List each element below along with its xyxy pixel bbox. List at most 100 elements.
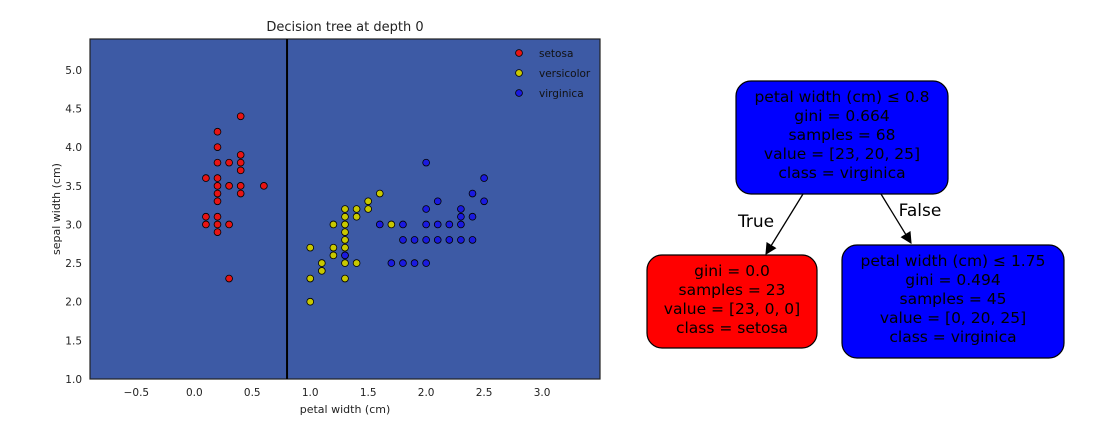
data-point-versicolor	[341, 220, 349, 229]
legend-marker-virginica	[515, 89, 523, 97]
data-point-virginica	[399, 220, 407, 229]
data-point-setosa	[213, 212, 222, 221]
data-point-setosa	[236, 182, 245, 190]
y-tick-label: 3.0	[65, 219, 82, 231]
data-point-setosa	[213, 197, 222, 206]
decision-tree-diagram: True False petal width (cm) ≤ 0.8 gini =…	[646, 80, 1065, 359]
data-point-setosa	[213, 127, 222, 136]
data-point-setosa	[236, 158, 245, 167]
node-right-line-4: value = [0, 20, 25]	[880, 309, 1026, 327]
legend-marker-versicolor	[515, 69, 523, 77]
node-left-box	[646, 254, 818, 349]
data-point-virginica	[433, 197, 442, 206]
data-point-virginica	[445, 236, 454, 244]
data-point-setosa	[213, 228, 222, 236]
data-point-virginica	[399, 236, 407, 244]
data-point-versicolor	[387, 220, 396, 229]
data-point-setosa	[202, 212, 210, 221]
data-point-virginica	[422, 259, 430, 267]
node-left-line-3: value = [23, 0, 0]	[664, 300, 800, 318]
data-point-setosa	[225, 158, 233, 167]
x-axis-label: petal width (cm)	[300, 403, 391, 416]
data-point-versicolor	[341, 212, 349, 221]
data-point-versicolor	[306, 297, 315, 306]
y-tick-label: 2.5	[65, 258, 82, 270]
node-root-line-5: class = virginica	[778, 164, 905, 182]
data-point-versicolor	[352, 205, 361, 213]
data-point-virginica	[375, 220, 384, 229]
tree-node-left: gini = 0.0 samples = 23 value = [23, 0, …	[646, 254, 818, 349]
data-points	[202, 112, 488, 306]
data-point-setosa	[202, 220, 210, 229]
chart-title: Decision tree at depth 0	[266, 20, 423, 35]
data-point-versicolor	[329, 251, 338, 260]
x-tick-label: 0.5	[244, 387, 261, 399]
data-point-versicolor	[341, 205, 349, 213]
data-point-setosa	[225, 274, 233, 283]
edge-false	[880, 193, 912, 244]
data-point-versicolor	[364, 205, 372, 213]
data-point-virginica	[457, 220, 465, 229]
legend-label-setosa: setosa	[539, 48, 573, 60]
data-point-versicolor	[341, 236, 349, 244]
data-point-virginica	[433, 220, 442, 229]
data-point-setosa	[225, 220, 233, 229]
data-point-versicolor	[341, 228, 349, 236]
node-left-line-1: gini = 0.0	[694, 262, 770, 280]
node-root-line-4: value = [23, 20, 25]	[764, 145, 920, 163]
data-point-versicolor	[364, 197, 372, 206]
x-tick-label: 1.0	[302, 387, 319, 399]
data-point-virginica	[387, 259, 396, 267]
legend-label-virginica: virginica	[539, 88, 584, 100]
node-right-box	[841, 244, 1065, 359]
y-axis-label: sepal width (cm)	[50, 163, 63, 255]
legend-label-versicolor: versicolor	[539, 68, 591, 80]
data-point-virginica	[341, 251, 349, 260]
data-point-virginica	[468, 236, 477, 244]
node-left-line-2: samples = 23	[679, 281, 786, 299]
data-point-virginica	[457, 236, 465, 244]
y-tick-label: 2.0	[65, 297, 82, 309]
data-point-virginica	[480, 174, 488, 182]
data-point-virginica	[468, 189, 477, 198]
scatter-chart: Decision tree at depth 0 −0.5 0.0 0.5 1.0 1.…	[50, 20, 601, 416]
data-point-setosa	[213, 182, 222, 190]
data-point-virginica	[480, 197, 488, 206]
data-point-versicolor	[306, 274, 315, 283]
edge-true	[765, 193, 804, 255]
data-point-virginica	[433, 236, 442, 244]
node-right-line-3: samples = 45	[900, 290, 1007, 308]
x-tick-label: 2.0	[418, 387, 435, 399]
data-point-versicolor	[341, 243, 349, 252]
data-point-setosa	[202, 174, 210, 182]
data-point-versicolor	[318, 267, 326, 275]
data-point-setosa	[213, 189, 222, 198]
data-point-versicolor	[375, 189, 384, 198]
y-tick-label: 4.0	[65, 142, 82, 154]
data-point-virginica	[422, 236, 430, 244]
data-point-versicolor	[329, 243, 338, 252]
data-point-virginica	[410, 259, 419, 267]
y-tick-label: 1.5	[65, 335, 82, 347]
data-point-versicolor	[306, 243, 315, 252]
data-point-virginica	[468, 212, 477, 221]
data-point-virginica	[457, 205, 465, 213]
node-root-line-2: gini = 0.664	[794, 107, 890, 125]
data-point-virginica	[422, 220, 430, 229]
data-point-virginica	[422, 158, 430, 167]
x-tick-label: −0.5	[124, 387, 150, 399]
data-point-versicolor	[352, 212, 361, 221]
x-tick-label: 3.0	[534, 387, 551, 399]
node-right-line-2: gini = 0.494	[905, 271, 1001, 289]
data-point-virginica	[399, 259, 407, 267]
node-left-line-4: class = setosa	[676, 319, 788, 337]
x-tick-label: 1.5	[360, 387, 377, 399]
data-point-virginica	[422, 205, 430, 213]
y-tick-label: 5.0	[65, 65, 82, 77]
data-point-virginica	[445, 220, 454, 229]
axis-ticks: −0.5 0.0 0.5 1.0 1.5 2.0 2.5 3.0 1.0 1.5 2.0 2.5 3.0…	[65, 65, 550, 399]
data-point-setosa	[225, 182, 233, 190]
edge-true-label: True	[737, 212, 774, 232]
y-tick-label: 4.5	[65, 104, 82, 116]
